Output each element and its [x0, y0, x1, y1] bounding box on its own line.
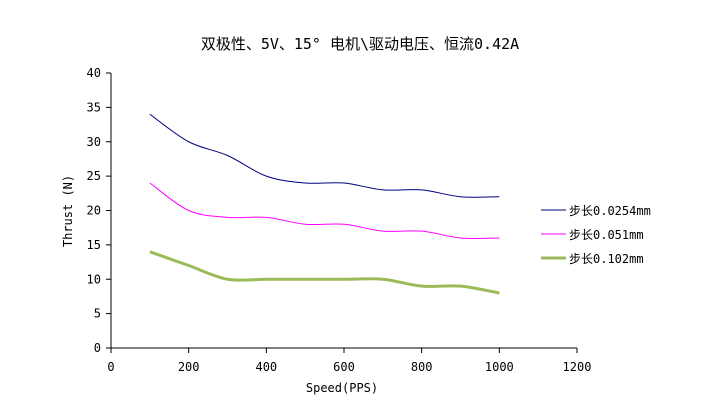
- series-line-2: [149, 182, 500, 240]
- series-line-3: [149, 250, 500, 295]
- x-tick-label: 800: [411, 360, 433, 374]
- legend-label-2: 步长0.051mm: [569, 228, 644, 242]
- legend-label-1: 步长0.0254mm: [569, 204, 651, 218]
- legend-label-3: 步长0.102mm: [569, 252, 644, 266]
- x-tick-label: 1200: [563, 360, 592, 374]
- y-tick-label: 30: [87, 135, 101, 149]
- y-tick-label: 25: [87, 169, 101, 183]
- y-tick-label: 40: [87, 66, 101, 80]
- x-tick-label: 200: [178, 360, 200, 374]
- y-tick-label: 10: [87, 272, 101, 286]
- x-tick-label: 400: [255, 360, 277, 374]
- chart-title: 双极性、5V、15° 电机\驱动电压、恒流0.42A: [201, 35, 519, 53]
- y-tick-label: 35: [87, 100, 101, 114]
- x-tick-label: 0: [107, 360, 114, 374]
- series-line-1: [149, 113, 500, 198]
- x-axis-label: Speed(PPS): [306, 381, 378, 395]
- x-tick-label: 600: [333, 360, 355, 374]
- y-tick-label: 15: [87, 238, 101, 252]
- x-tick-label: 1000: [485, 360, 514, 374]
- y-axis-label: Thrust (N): [61, 175, 75, 247]
- y-tick-label: 0: [94, 341, 101, 355]
- y-tick-label: 20: [87, 204, 101, 218]
- y-tick-label: 5: [94, 307, 101, 321]
